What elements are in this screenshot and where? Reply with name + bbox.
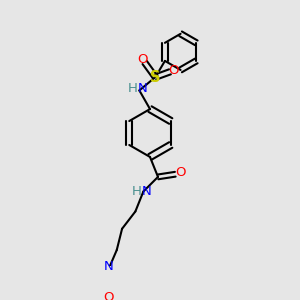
Text: N: N: [138, 82, 147, 95]
Text: O: O: [169, 64, 179, 77]
Text: O: O: [137, 53, 147, 66]
Text: O: O: [103, 291, 114, 300]
Text: H: H: [128, 82, 138, 95]
Text: O: O: [175, 167, 185, 179]
Text: N: N: [142, 185, 152, 198]
Text: S: S: [150, 70, 160, 85]
Text: N: N: [104, 260, 114, 273]
Text: H: H: [132, 185, 142, 198]
